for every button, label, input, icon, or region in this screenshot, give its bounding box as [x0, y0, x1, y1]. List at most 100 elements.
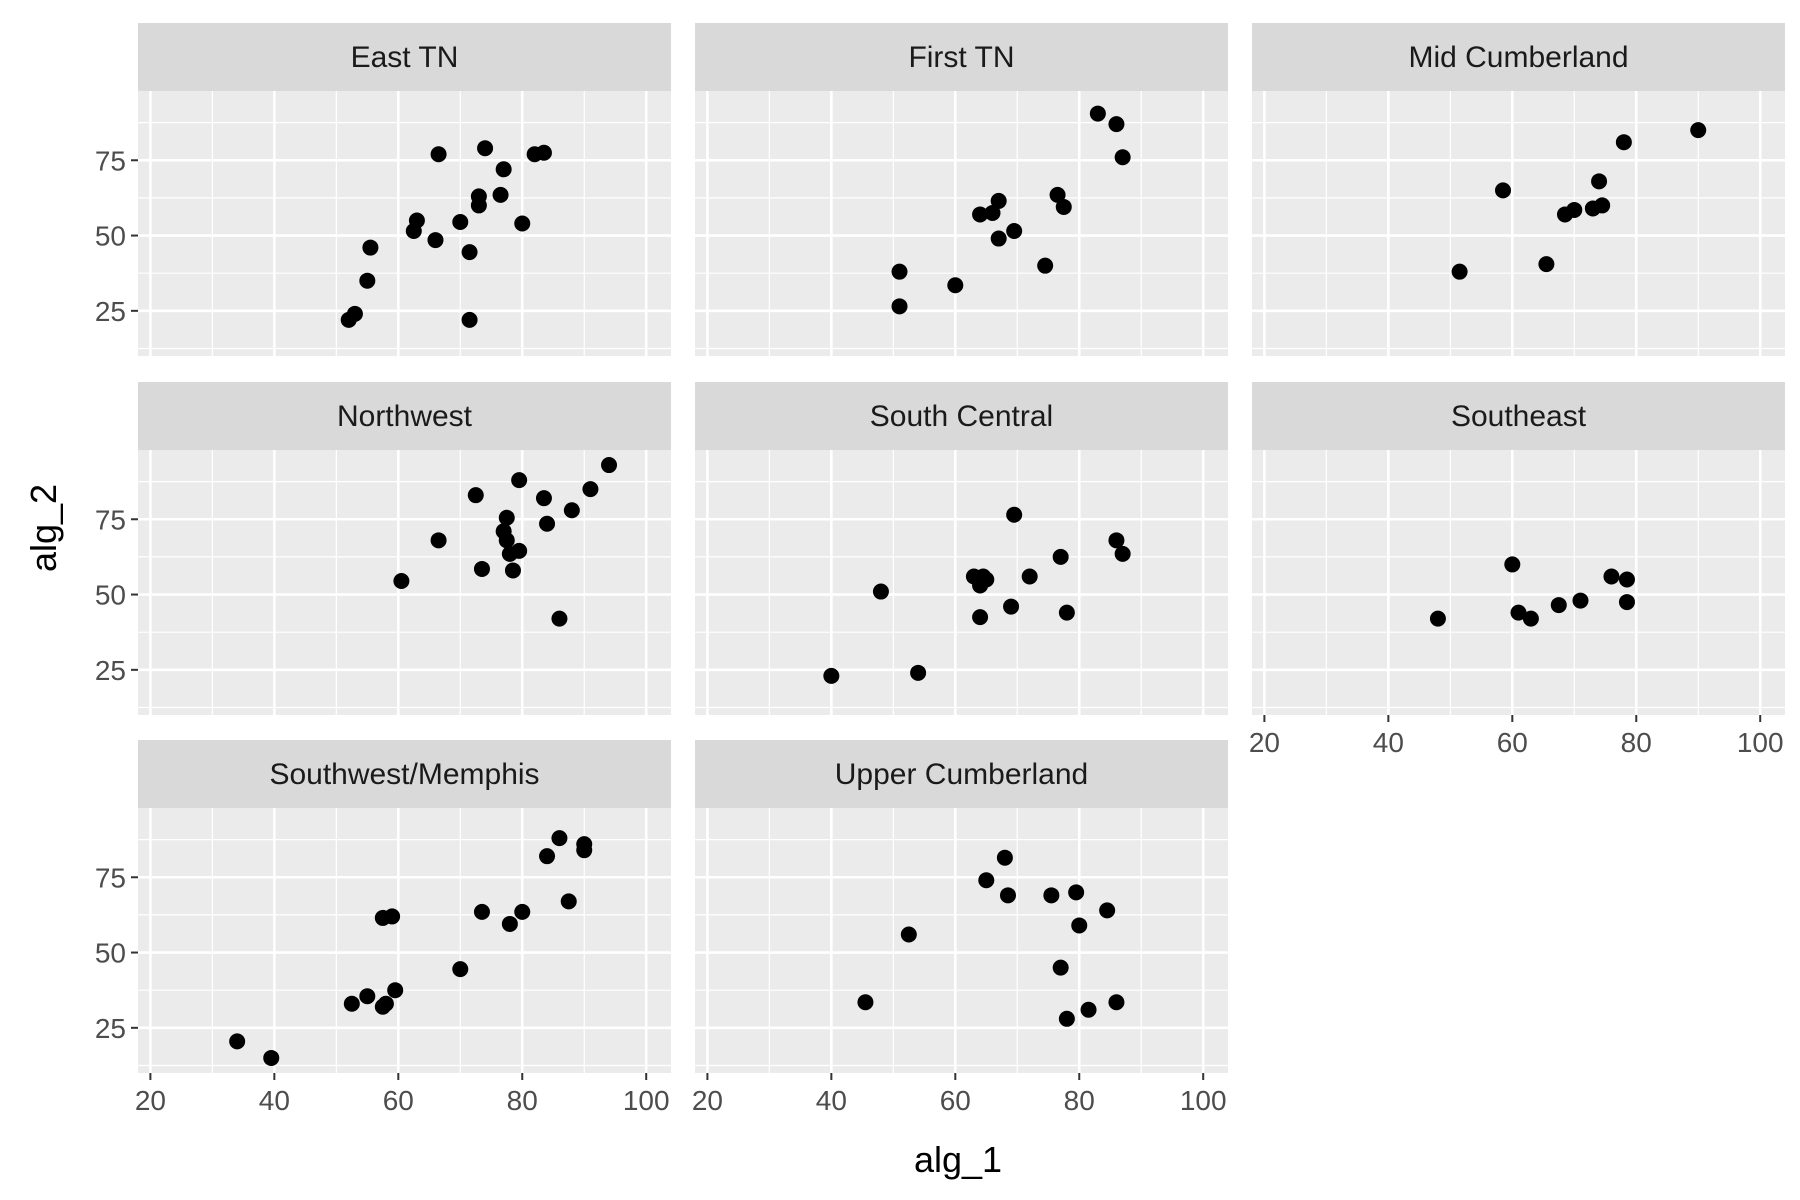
data-point [551, 830, 568, 847]
data-point [498, 509, 515, 526]
data-point [452, 961, 469, 978]
panel-background [695, 808, 1228, 1073]
x-tick-label: 40 [1373, 727, 1404, 758]
panel-northwest: Northwest 25 50 75 [95, 382, 671, 715]
data-point [1690, 122, 1707, 139]
y-tick-label: 75 [95, 862, 126, 893]
data-point [387, 982, 404, 999]
y-tick-label: 50 [95, 938, 126, 969]
data-point [427, 232, 444, 249]
data-point [900, 926, 917, 943]
panel-title: First TN [908, 41, 1014, 74]
data-point [1504, 556, 1521, 573]
data-point [477, 140, 494, 157]
data-point [467, 487, 484, 504]
data-point [377, 995, 394, 1012]
data-point [1055, 198, 1072, 215]
data-point [1003, 598, 1020, 615]
data-point [535, 490, 552, 507]
data-point [891, 263, 908, 280]
data-point [492, 186, 509, 203]
data-point [408, 212, 425, 229]
data-point [978, 571, 995, 588]
x-tick-label: 80 [1621, 727, 1652, 758]
panel-strip [1252, 382, 1785, 450]
panel-title: Southwest/Memphis [269, 758, 539, 791]
data-point [470, 188, 487, 205]
panel-title: Southeast [1451, 400, 1587, 433]
data-point [1071, 917, 1088, 934]
data-point [990, 230, 1007, 247]
y-tick-label: 50 [95, 221, 126, 252]
data-point [346, 305, 363, 322]
panel-strip [138, 382, 671, 450]
data-point [1006, 223, 1023, 240]
data-point [1108, 532, 1125, 549]
data-point [1089, 105, 1106, 122]
data-point [1591, 173, 1608, 190]
data-point [384, 908, 401, 925]
data-point [430, 532, 447, 549]
data-point [1021, 568, 1038, 585]
panels-layer: East TN 25 50 75 First TN Mid Cumberland North… [95, 23, 1785, 1116]
data-point [461, 311, 478, 328]
panel-strip [695, 382, 1228, 450]
data-point [996, 849, 1013, 866]
data-point [1037, 257, 1054, 274]
data-point [473, 903, 490, 920]
panel-title: East TN [351, 41, 459, 74]
data-point [1566, 201, 1583, 218]
data-point [999, 887, 1016, 904]
x-tick-label: 100 [1737, 727, 1784, 758]
data-point [1594, 197, 1611, 214]
x-tick-label: 80 [507, 1085, 538, 1116]
x-tick-label: 100 [1180, 1085, 1227, 1116]
data-point [601, 457, 618, 474]
panel-strip [695, 740, 1228, 808]
data-point [1043, 887, 1060, 904]
data-point [1618, 594, 1635, 611]
x-tick-label: 20 [692, 1085, 723, 1116]
data-point [359, 988, 376, 1005]
data-point [1429, 610, 1446, 627]
data-point [1006, 506, 1023, 523]
panel-strip [1252, 23, 1785, 91]
y-tick-label: 25 [95, 1013, 126, 1044]
data-point [990, 192, 1007, 209]
x-tick-label: 60 [383, 1085, 414, 1116]
data-point [501, 915, 518, 932]
panel-background [138, 91, 671, 356]
data-point [1080, 1001, 1097, 1018]
data-point [514, 903, 531, 920]
data-point [514, 215, 531, 232]
data-point [1108, 994, 1125, 1011]
data-point [1049, 186, 1066, 203]
data-point [1058, 1010, 1075, 1027]
data-point [972, 206, 989, 223]
data-point [576, 836, 593, 853]
data-point [1114, 149, 1131, 166]
data-point [539, 515, 556, 532]
x-tick-label: 20 [1249, 727, 1280, 758]
data-point [1451, 263, 1468, 280]
data-point [498, 532, 515, 549]
data-point [263, 1049, 280, 1066]
data-point [452, 213, 469, 230]
data-point [972, 609, 989, 626]
data-point [857, 994, 874, 1011]
data-point [872, 583, 889, 600]
data-point [1522, 610, 1539, 627]
data-point [1058, 604, 1075, 621]
x-tick-label: 40 [816, 1085, 847, 1116]
panel-south-central: South Central [695, 382, 1228, 715]
panel-first-tn: First TN [695, 23, 1228, 356]
y-tick-label: 50 [95, 580, 126, 611]
panel-strip [138, 23, 671, 91]
data-point [563, 502, 580, 519]
data-point [1099, 902, 1116, 919]
data-point [1052, 959, 1069, 976]
panel-southwest-memphis: Southwest/Memphis 25 50 75 20 40 60 80 100 [95, 740, 671, 1116]
y-tick-label: 75 [95, 145, 126, 176]
data-point [1108, 116, 1125, 133]
